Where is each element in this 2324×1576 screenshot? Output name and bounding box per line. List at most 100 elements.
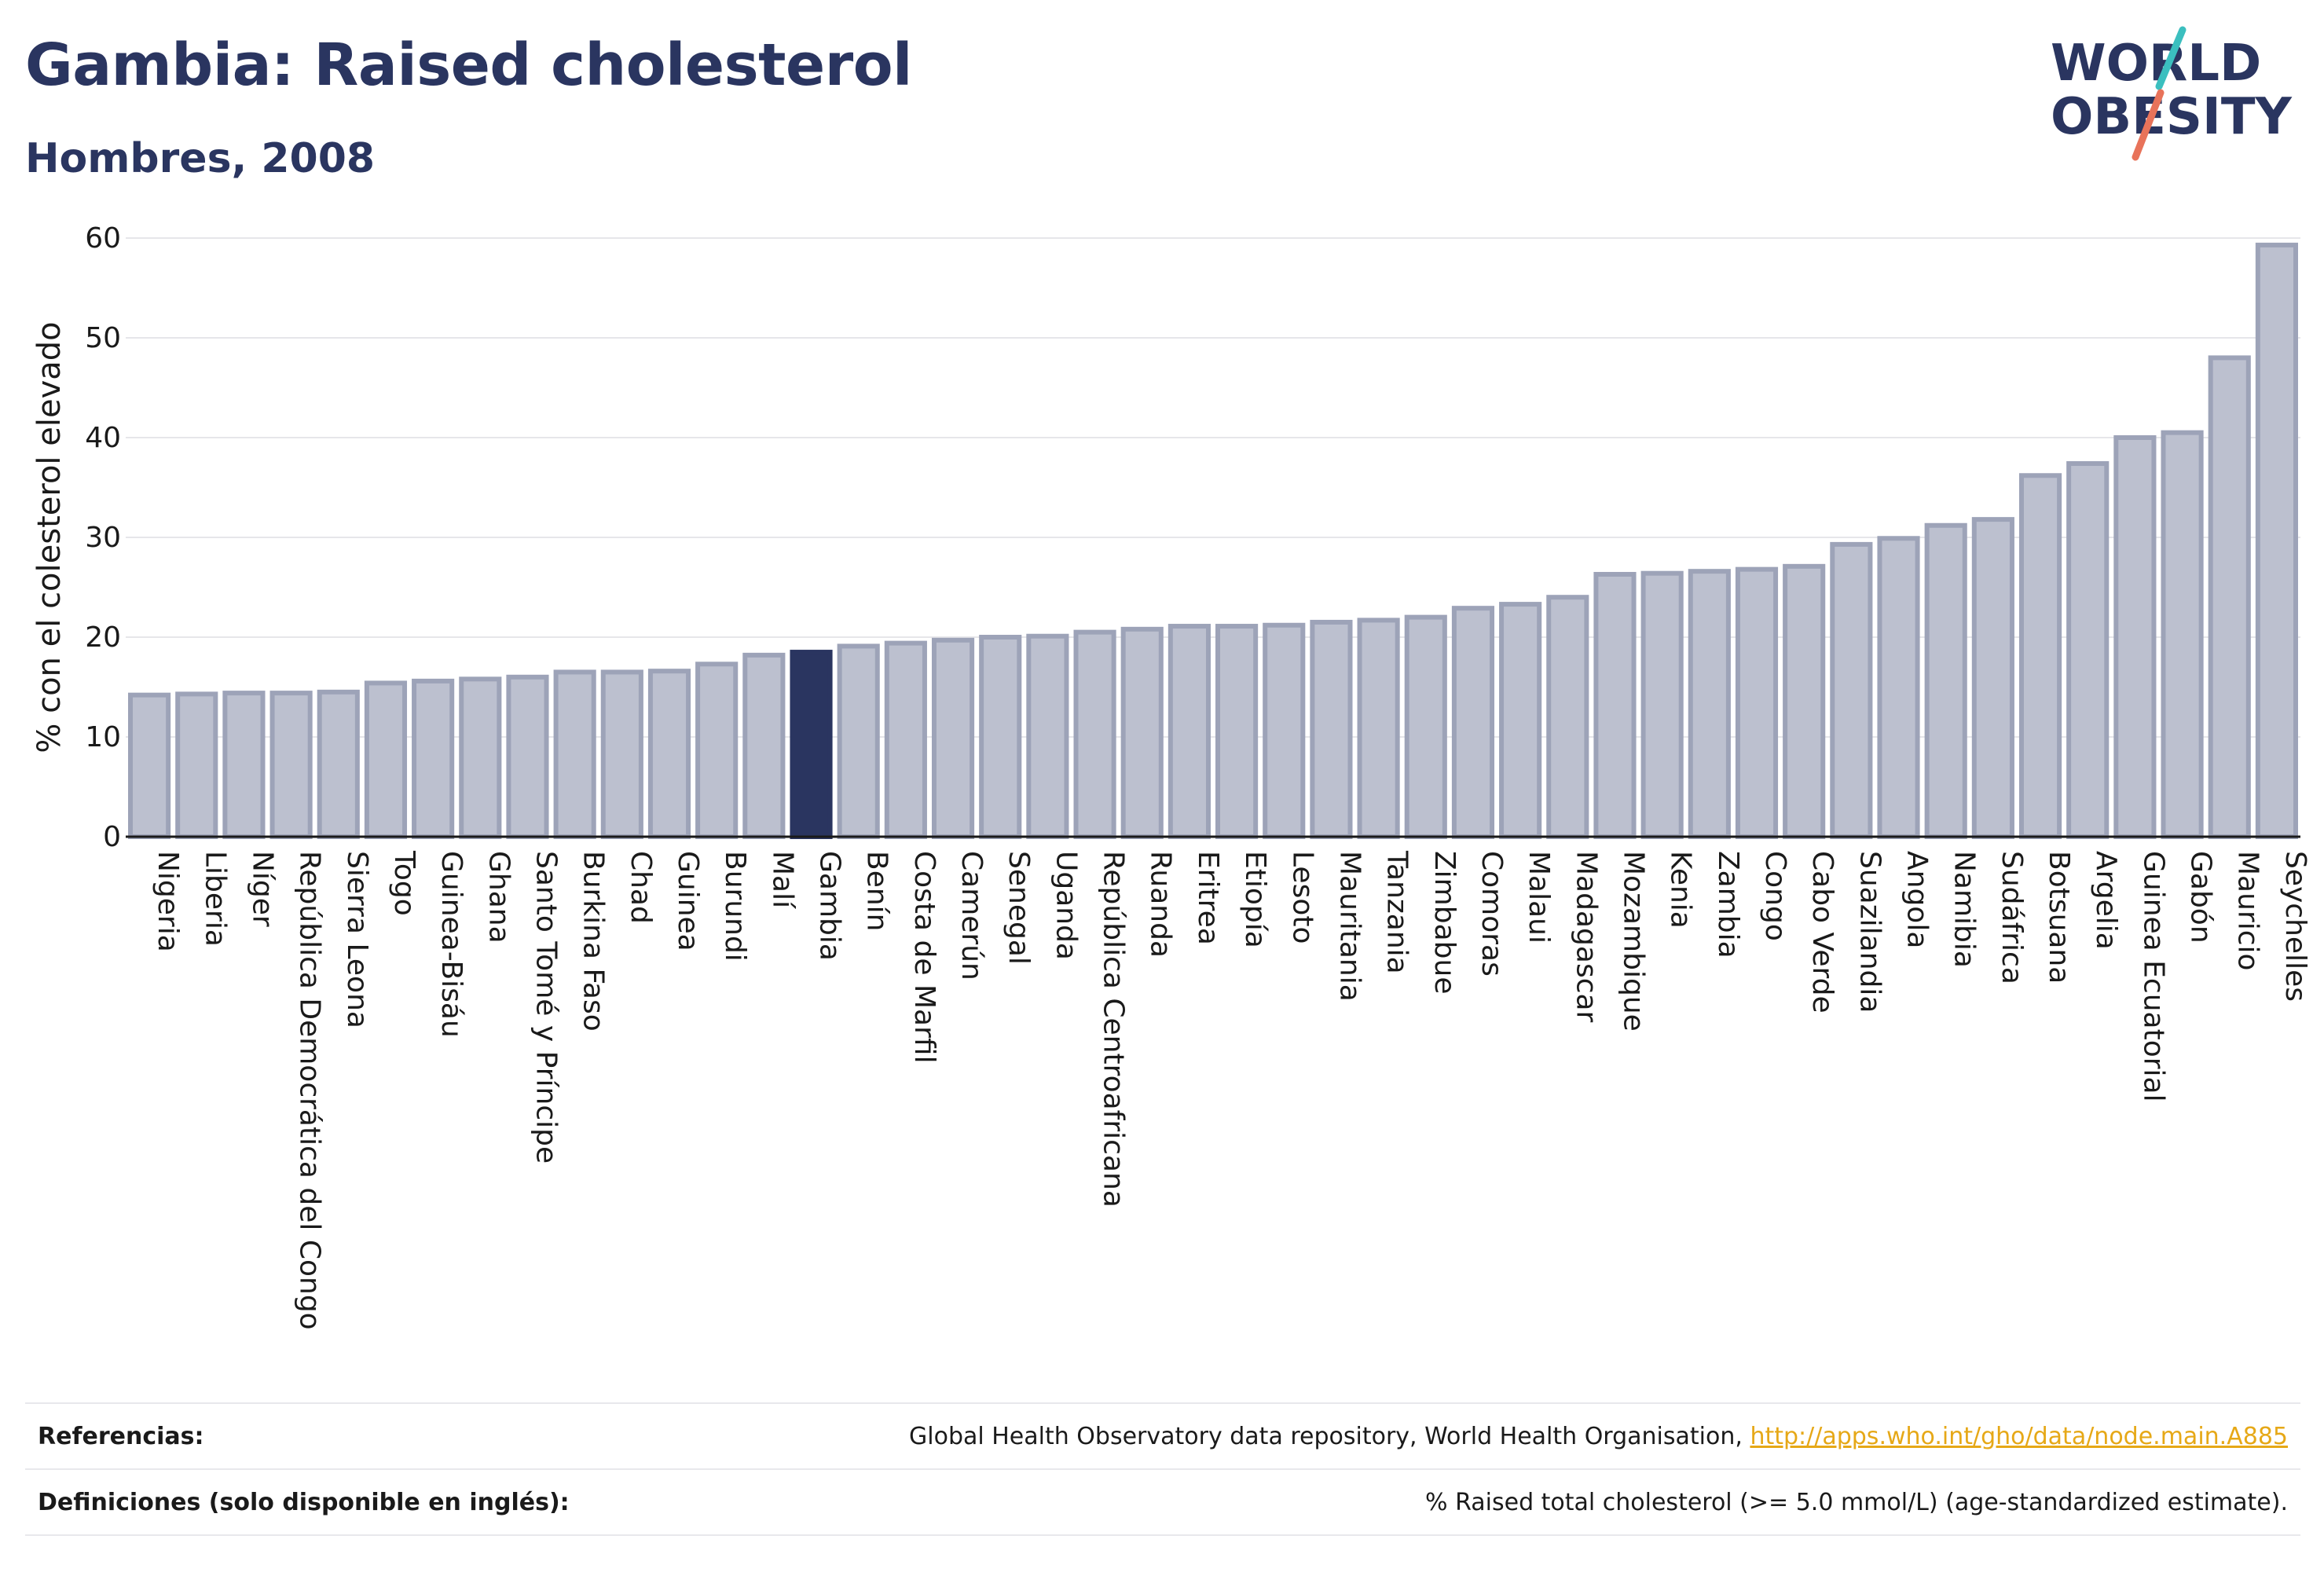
x-tick-label: Congo — [1759, 851, 1791, 941]
x-tick-label: Zimbabue — [1428, 851, 1461, 994]
x-tick-label: Kenia — [1665, 851, 1697, 929]
y-tick-label: 40 — [85, 422, 121, 454]
x-tick-label: Namibia — [1948, 851, 1981, 968]
bar — [1593, 571, 1637, 839]
x-tick-label: Liberia — [199, 851, 231, 947]
y-tick-label: 10 — [85, 721, 121, 753]
references-link[interactable]: http://apps.who.int/gho/data/node.main.A… — [1750, 1422, 2288, 1450]
x-tick-label: Gabón — [2185, 851, 2217, 944]
x-tick-label: Comoras — [1475, 851, 1508, 977]
references-label: Referencias: — [38, 1422, 204, 1450]
bar — [1783, 563, 1826, 840]
bar — [1073, 629, 1116, 840]
x-tick-label: Santo Tomé y Príncipe — [530, 851, 562, 1164]
references-value: Global Health Observatory data repositor… — [909, 1423, 2300, 1450]
x-tick-label: Guinea — [672, 851, 704, 951]
y-tick-label: 50 — [85, 322, 121, 354]
y-axis-label: % con el colesterol elevado — [31, 321, 68, 753]
x-tick-label: Cabo Verde — [1806, 851, 1838, 1013]
bar — [884, 640, 927, 839]
definitions-text: % Raised total cholesterol (>= 5.0 mmol/… — [1425, 1488, 2288, 1516]
bar — [175, 691, 218, 840]
x-tick-label: Burkina Faso — [577, 851, 610, 1032]
bar — [742, 652, 786, 839]
x-tick-label: Uganda — [1050, 851, 1082, 960]
x-tick-label: República Centroafricana — [1098, 851, 1130, 1208]
x-tick-label: Eritrea — [1192, 851, 1224, 945]
world-obesity-logo: WORLD OBESITY — [2051, 26, 2292, 161]
bar — [1357, 618, 1400, 839]
footer-divider-bottom — [25, 1534, 2300, 1536]
y-tick-label: 30 — [85, 522, 121, 554]
x-tick-label: Nigeria — [152, 851, 184, 952]
x-tick-label: Guinea-Bisáu — [435, 851, 467, 1038]
x-tick-label: Madagascar — [1570, 851, 1602, 1023]
bar — [1735, 566, 1779, 839]
bar — [979, 635, 1022, 839]
x-tick-label: Mozambique — [1617, 851, 1649, 1032]
bar — [2018, 473, 2062, 839]
bar — [2255, 242, 2298, 839]
footer: Referencias: Global Health Observatory d… — [25, 1402, 2300, 1544]
x-tick-label: Mauritania — [1333, 851, 1365, 1002]
x-tick-label: Costa de Marfil — [908, 851, 940, 1064]
bar — [269, 691, 313, 839]
bar — [1310, 619, 1353, 839]
bar — [2066, 461, 2110, 840]
x-tick-label: Ghana — [482, 851, 515, 944]
chart-subtitle: Hombres, 2008 — [25, 135, 376, 182]
x-tick-label: Argelia — [2090, 851, 2122, 950]
bar — [1546, 595, 1589, 839]
logo-text-obesity: OBESITY — [2051, 88, 2292, 146]
definitions-label: Definiciones (solo disponible en inglés)… — [38, 1488, 570, 1516]
bar — [364, 680, 408, 839]
x-tick-label: Lesoto — [1286, 851, 1318, 944]
x-tick-label: Mauricio — [2232, 851, 2264, 971]
bar — [1924, 522, 1967, 839]
bar — [837, 643, 880, 839]
y-tick-label: 60 — [85, 222, 121, 255]
x-tick-label: Níger — [246, 851, 278, 927]
bar — [2208, 355, 2251, 839]
y-tick-label: 0 — [103, 821, 121, 853]
bar — [128, 692, 171, 839]
bar — [222, 691, 266, 839]
bar — [1263, 622, 1306, 839]
x-tick-label: Chad — [625, 851, 657, 924]
x-tick-label: Gambia — [814, 851, 846, 961]
bar — [1499, 602, 1542, 840]
bar — [1026, 633, 1069, 839]
x-tick-label: Etiopía — [1239, 851, 1271, 948]
x-tick-label: Camerún — [955, 851, 988, 980]
bar — [1830, 541, 1873, 839]
footer-divider-middle — [25, 1468, 2300, 1470]
y-tick-label: 20 — [85, 621, 121, 654]
x-tick-label: Sudáfrica — [1996, 851, 2028, 984]
x-tick-label: Benín — [861, 851, 893, 931]
bar — [506, 674, 549, 839]
bar — [1215, 624, 1259, 840]
bar — [1688, 569, 1731, 839]
bar — [2113, 435, 2157, 839]
bar — [459, 676, 502, 840]
bar — [317, 689, 360, 839]
references-text: Global Health Observatory data repositor… — [909, 1422, 1750, 1450]
x-tick-label: Sierra Leona — [341, 851, 373, 1028]
logo-text-world: WORLD — [2051, 35, 2261, 93]
chart-title: Gambia: Raised cholesterol — [25, 31, 912, 99]
bar — [1640, 570, 1684, 839]
x-tick-label: Zambia — [1712, 851, 1744, 958]
x-tick-label: Angola — [1901, 851, 1934, 948]
definitions-row: Definiciones (solo disponible en inglés)… — [25, 1470, 2300, 1534]
logo-slash-teal — [2155, 26, 2187, 90]
logo-slash-red — [2132, 89, 2165, 161]
x-tick-label: Suazilandia — [1853, 851, 1886, 1013]
bar — [1120, 626, 1164, 840]
footer-divider-top — [25, 1402, 2300, 1404]
x-tick-label: Guinea Ecuatorial — [2137, 851, 2169, 1102]
x-tick-label: Malaui — [1523, 851, 1555, 944]
bar — [600, 669, 643, 840]
x-tick-label: Burundi — [719, 851, 751, 962]
bar — [647, 669, 691, 839]
bar — [790, 650, 833, 839]
